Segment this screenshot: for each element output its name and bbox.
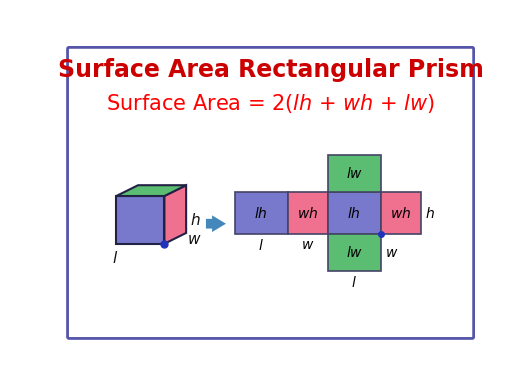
Text: $\mathit{lw}$: $\mathit{lw}$ bbox=[346, 246, 363, 261]
Text: $\mathit{h}$: $\mathit{h}$ bbox=[426, 206, 435, 221]
Text: $\mathit{l}$: $\mathit{l}$ bbox=[352, 275, 357, 290]
Bar bbox=[328, 192, 381, 235]
Text: Surface Area = 2($\mathit{lh}$ + $\mathit{wh}$ + $\mathit{lw}$): Surface Area = 2($\mathit{lh}$ + $\mathi… bbox=[106, 92, 435, 115]
Bar bbox=[235, 192, 288, 235]
Polygon shape bbox=[116, 196, 164, 244]
Bar bbox=[288, 192, 328, 235]
Text: $\mathit{w}$: $\mathit{w}$ bbox=[186, 231, 201, 247]
Text: $\mathit{w}$: $\mathit{w}$ bbox=[301, 238, 315, 252]
Polygon shape bbox=[116, 185, 186, 196]
Text: $\mathit{lh}$: $\mathit{lh}$ bbox=[254, 206, 268, 221]
Text: $\mathit{wh}$: $\mathit{wh}$ bbox=[297, 206, 318, 221]
Text: $\mathit{w}$: $\mathit{w}$ bbox=[385, 246, 398, 260]
Bar bbox=[328, 155, 381, 192]
Text: $\mathit{l}$: $\mathit{l}$ bbox=[112, 249, 118, 265]
Text: Surface Area Rectangular Prism: Surface Area Rectangular Prism bbox=[58, 58, 484, 83]
FancyArrowPatch shape bbox=[206, 215, 226, 232]
Polygon shape bbox=[164, 185, 186, 244]
Text: $\mathit{lh}$: $\mathit{lh}$ bbox=[347, 206, 361, 221]
Text: $\mathit{lw}$: $\mathit{lw}$ bbox=[346, 166, 363, 181]
Bar bbox=[381, 192, 421, 235]
Bar bbox=[328, 235, 381, 272]
Text: $\mathit{wh}$: $\mathit{wh}$ bbox=[390, 206, 411, 221]
Text: $\mathit{h}$: $\mathit{h}$ bbox=[190, 212, 201, 228]
Text: $\mathit{l}$: $\mathit{l}$ bbox=[258, 238, 264, 253]
FancyBboxPatch shape bbox=[68, 47, 474, 338]
